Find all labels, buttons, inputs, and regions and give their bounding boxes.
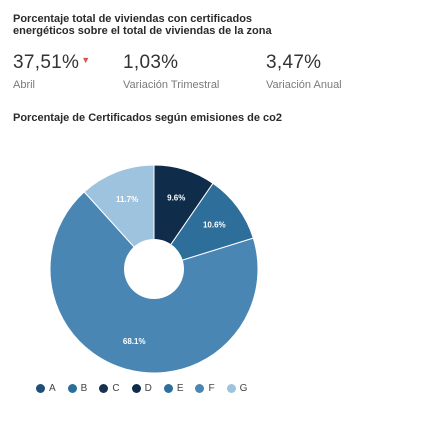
legend-dot-icon <box>163 384 173 393</box>
legend-dot-icon <box>67 384 77 393</box>
legend-label: G <box>239 383 248 394</box>
legend-label: D <box>144 383 152 394</box>
kpi-total-value: 37,51% <box>13 52 80 73</box>
legend-item-a[interactable]: A <box>36 383 56 394</box>
chart-title: Porcentaje de Certificados según emision… <box>13 112 282 124</box>
pie-label-g: 11.7% <box>116 195 138 204</box>
legend-dot-icon <box>36 384 45 393</box>
legend-label: C <box>112 383 120 394</box>
pie-center-hole <box>124 239 184 299</box>
pie-label-f: 68.1% <box>123 337 146 346</box>
legend-dot-icon <box>195 384 205 393</box>
kpi-annual-value: 3,47% <box>266 52 322 73</box>
kpi-annual: 3,47% Variación Anual <box>266 52 342 91</box>
legend-label: E <box>176 383 184 394</box>
legend-label: A <box>49 383 56 394</box>
kpi-quarterly: 1,03% Variación Trimestral <box>123 52 219 91</box>
legend-dot-icon <box>226 384 236 393</box>
kpi-quarterly-value: 1,03% <box>123 52 179 73</box>
kpi-quarterly-label: Variación Trimestral <box>123 79 220 91</box>
kpi-total: 37,51% ▼ Abril <box>13 52 90 91</box>
pie-slice-e[interactable] <box>152 182 254 270</box>
pie-slice-g[interactable] <box>83 164 155 271</box>
trend-down-icon: ▼ <box>81 55 91 65</box>
legend-item-g[interactable]: G <box>226 383 248 394</box>
header-title: Porcentaje total de viviendas con certif… <box>13 13 272 37</box>
legend-dot-icon <box>131 384 141 393</box>
legend-item-c[interactable]: C <box>99 383 120 394</box>
legend-label: B <box>80 383 88 394</box>
kpi-annual-label: Variación Anual <box>266 79 342 91</box>
legend-item-d[interactable]: D <box>131 383 152 394</box>
pie-label-e: 10.6% <box>203 221 226 230</box>
kpi-total-label: Abril <box>13 79 36 91</box>
legend-item-e[interactable]: E <box>163 383 184 394</box>
pie-label-d: 9.6% <box>167 193 185 202</box>
chart-legend: A B C D E F G <box>36 383 247 394</box>
legend-label: F <box>208 383 215 394</box>
co2-pie-chart: 9.6% 10.6% 68.1% 11.7% <box>49 164 259 374</box>
legend-item-b[interactable]: B <box>67 383 88 394</box>
legend-dot-icon <box>99 384 109 393</box>
legend-item-f[interactable]: F <box>195 383 215 394</box>
